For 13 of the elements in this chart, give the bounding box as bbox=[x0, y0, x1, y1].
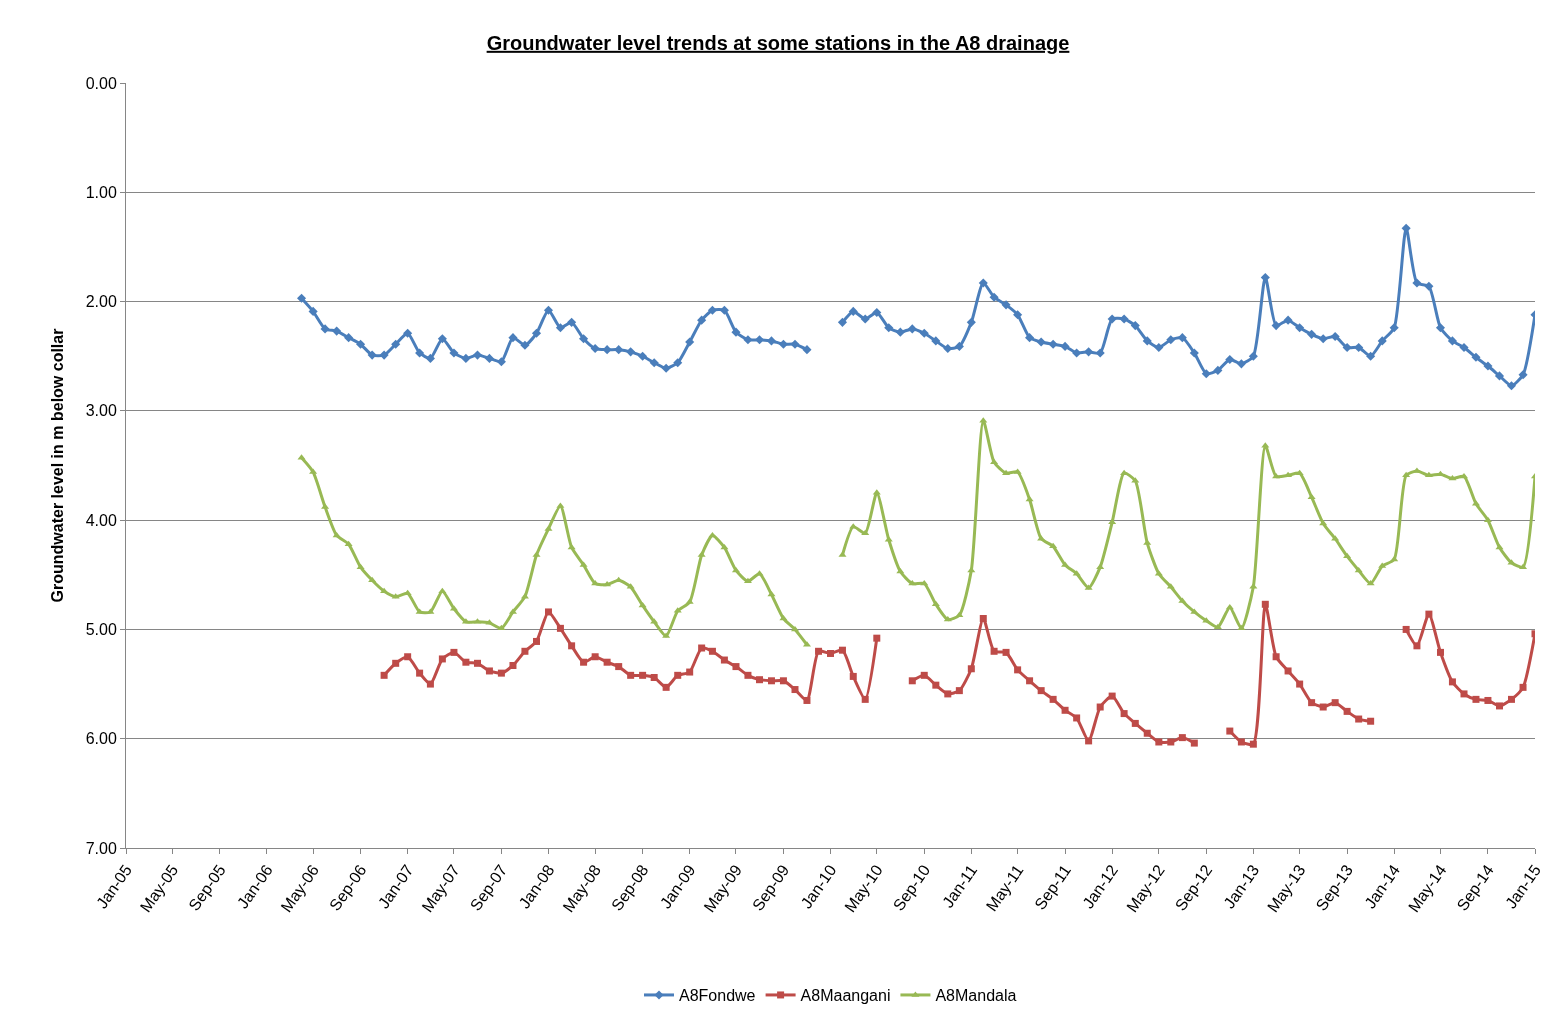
y-tick-label: 7.00 bbox=[85, 839, 117, 857]
legend-label: A8Maangani bbox=[800, 987, 891, 1005]
y-tick-label: 4.00 bbox=[85, 511, 117, 529]
y-tick-label: 2.00 bbox=[85, 293, 117, 311]
y-axis-title: Groundwater level in m below collar bbox=[48, 328, 66, 603]
legend-label: A8Mandala bbox=[935, 987, 1017, 1005]
y-tick-label: 6.00 bbox=[85, 730, 117, 748]
chart-title: Groundwater level trends at some stations in the A8 drainage bbox=[486, 31, 1070, 54]
y-tick-label: 5.00 bbox=[85, 621, 117, 639]
y-tick-label: 3.00 bbox=[85, 402, 117, 420]
y-tick-label: 1.00 bbox=[85, 183, 117, 201]
y-tick-label: 0.00 bbox=[85, 74, 117, 92]
legend-label: A8Fondwe bbox=[679, 987, 756, 1005]
